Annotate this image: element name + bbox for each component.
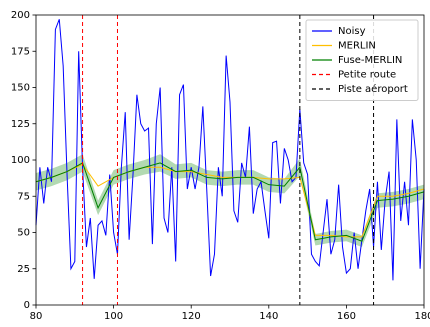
y-tick-label: 75 [17,191,30,202]
plot-frame [35,14,425,306]
legend-box [305,19,419,101]
legend-label: Piste aéroport [338,83,408,95]
series-line [35,19,425,281]
legend-label: MERLIN [338,41,376,52]
x-tick-label: 80 [30,311,43,322]
y-tick-label: 125 [11,119,30,130]
y-tick-label: 200 [11,10,30,21]
y-tick-label: 150 [11,83,30,94]
x-tick-label: 100 [104,311,123,322]
x-tick-label: 180 [414,311,430,322]
series-line [35,162,425,242]
y-tick-label: 50 [17,228,30,239]
legend-label: Petite route [338,70,396,81]
x-tick-label: 160 [337,311,356,322]
series-line [35,163,425,238]
plot-area [36,154,424,247]
legend-label: Fuse-MERLIN [338,55,402,66]
y-tick-label: 175 [11,46,30,57]
y-tick-label: 25 [17,264,30,275]
y-tick-label: 0 [24,300,30,311]
confidence-band [36,154,424,247]
y-tick-label: 100 [11,155,30,166]
x-tick-label: 120 [182,311,201,322]
x-tick-label: 140 [259,311,278,322]
legend-label: Noisy [338,26,366,37]
